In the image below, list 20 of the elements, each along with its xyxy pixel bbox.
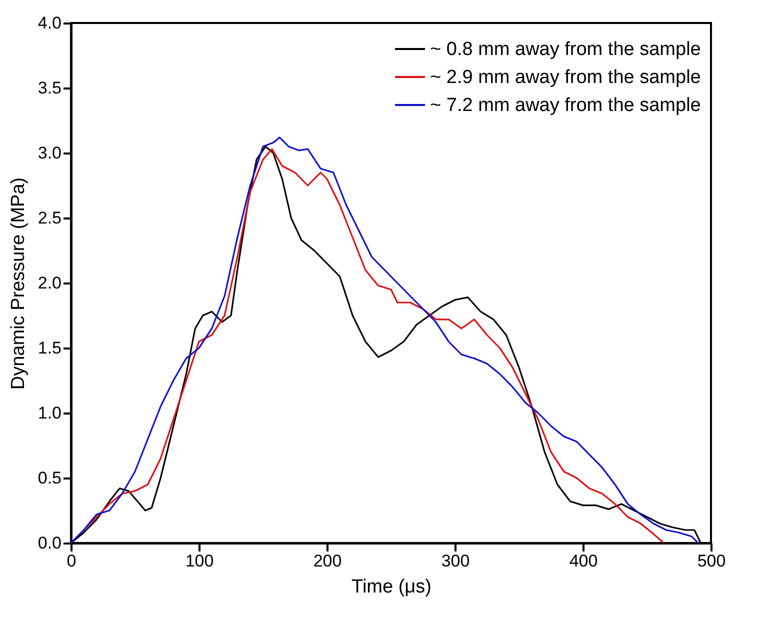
legend-label: ~ 7.2 mm away from the sample xyxy=(430,95,701,116)
x-tick-label: 100 xyxy=(185,552,214,570)
x-tick-label: 0 xyxy=(66,552,76,570)
y-tick-label: 2.5 xyxy=(38,208,62,228)
x-tick-label: 200 xyxy=(313,552,342,570)
legend-label: ~ 0.8 mm away from the sample xyxy=(430,39,701,60)
y-tick-label: 3.0 xyxy=(38,144,62,162)
y-tick-label: 1.5 xyxy=(38,338,62,358)
y-tick-label: 0.5 xyxy=(38,468,62,488)
y-tick-label: 4.0 xyxy=(38,14,62,32)
x-tick-label: 500 xyxy=(697,552,726,570)
x-axis-title: Time (μs) xyxy=(352,576,432,598)
y-tick-label: 0.0 xyxy=(38,534,62,552)
y-axis-title: Dynamic Pressure (MPa) xyxy=(8,177,29,390)
x-tick-label: 300 xyxy=(441,552,470,570)
x-tick-label: 400 xyxy=(569,552,598,570)
y-tick-label: 3.5 xyxy=(38,78,62,98)
legend-label: ~ 2.9 mm away from the sample xyxy=(430,67,701,88)
y-tick-label: 1.0 xyxy=(38,404,62,422)
y-tick-label: 2.0 xyxy=(38,274,62,292)
